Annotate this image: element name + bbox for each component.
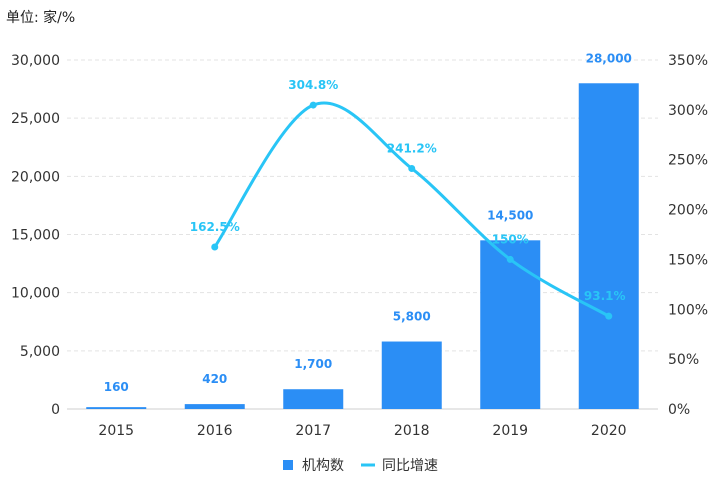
left-tick-label: 15,000 bbox=[11, 228, 60, 244]
left-tick-label: 0 bbox=[51, 402, 60, 418]
unit-label: 单位: 家/% bbox=[6, 9, 75, 26]
left-tick-label: 30,000 bbox=[11, 53, 60, 69]
growth-point-2016 bbox=[211, 243, 219, 251]
left-tick-label: 5,000 bbox=[20, 344, 60, 360]
bar-2018 bbox=[381, 341, 442, 409]
legend-bar-label: 机构数 bbox=[302, 458, 344, 474]
left-tick-label: 20,000 bbox=[11, 169, 60, 185]
left-axis: 0 5,000 10,000 15,000 20,000 25,000 30,000 bbox=[11, 53, 60, 418]
right-tick-label: 50% bbox=[668, 352, 699, 368]
growth-point-2019 bbox=[506, 255, 514, 263]
growth-point-2020 bbox=[605, 312, 613, 320]
bar-value-label: 28,000 bbox=[586, 51, 632, 65]
bar-2020 bbox=[578, 83, 639, 410]
left-tick-label: 25,000 bbox=[11, 111, 60, 127]
bar-value-label: 420 bbox=[202, 372, 227, 386]
growth-value-label: 93.1% bbox=[584, 289, 626, 303]
bar-value-label: 1,700 bbox=[294, 357, 332, 371]
right-tick-label: 200% bbox=[668, 203, 708, 219]
bar-2016 bbox=[184, 404, 245, 409]
right-tick-label: 300% bbox=[668, 103, 708, 119]
bar-2015 bbox=[86, 407, 147, 409]
legend-bar-swatch bbox=[283, 460, 293, 470]
x-tick-label: 2015 bbox=[98, 423, 134, 439]
x-tick-label: 2018 bbox=[394, 423, 430, 439]
x-tick-label: 2020 bbox=[591, 423, 627, 439]
growth-line bbox=[213, 101, 610, 318]
right-axis: 0% 50% 100% 150% 200% 250% 300% 350% bbox=[668, 53, 708, 418]
right-tick-label: 350% bbox=[668, 53, 708, 69]
growth-value-label: 304.8% bbox=[288, 78, 338, 92]
bar-2019 bbox=[480, 240, 541, 409]
line-series: 162.5% 304.8% 241.2% 150% 93.1% bbox=[190, 78, 626, 320]
x-axis: 2015 2016 2017 2018 2019 2020 bbox=[98, 423, 626, 439]
left-tick-label: 10,000 bbox=[11, 286, 60, 302]
right-tick-label: 100% bbox=[668, 302, 708, 318]
right-tick-label: 150% bbox=[668, 252, 708, 268]
bar-value-label: 160 bbox=[104, 380, 129, 394]
growth-value-label: 241.2% bbox=[387, 141, 437, 155]
right-tick-label: 250% bbox=[668, 153, 708, 169]
bar-value-label: 14,500 bbox=[487, 208, 533, 222]
growth-value-label: 162.5% bbox=[190, 220, 240, 234]
right-tick-label: 0% bbox=[668, 402, 690, 418]
x-tick-label: 2019 bbox=[492, 423, 528, 439]
x-tick-label: 2017 bbox=[295, 423, 331, 439]
gridlines bbox=[67, 59, 658, 410]
bar-value-label: 5,800 bbox=[393, 310, 431, 324]
bar-2017 bbox=[283, 389, 344, 409]
legend: 机构数 同比增速 bbox=[283, 458, 438, 474]
growth-point-2018 bbox=[408, 164, 416, 172]
growth-value-label: 150% bbox=[492, 232, 529, 246]
bar-series: 160 420 1,700 5,800 14,500 28,000 bbox=[86, 51, 639, 410]
legend-line-label: 同比增速 bbox=[382, 458, 438, 474]
x-tick-label: 2016 bbox=[197, 423, 233, 439]
growth-point-2017 bbox=[309, 101, 317, 109]
